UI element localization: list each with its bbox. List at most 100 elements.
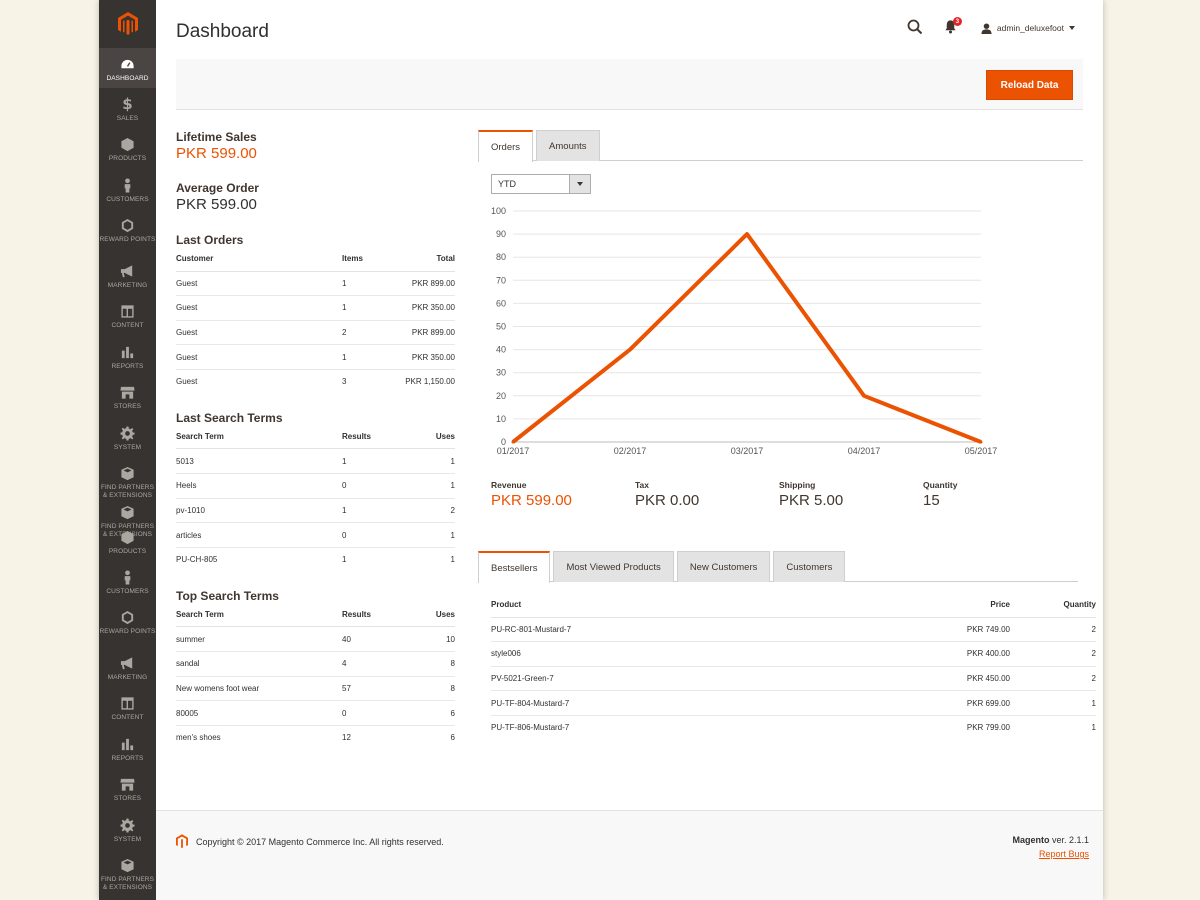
lifetime-sales-label: Lifetime Sales	[176, 130, 257, 144]
table-cell: 1	[1010, 690, 1096, 716]
table-row[interactable]: men's shoes 12 6	[176, 725, 455, 750]
sidebar-item-content[interactable]: Content	[99, 687, 156, 727]
table-row[interactable]: PU-TF-806-Mustard-7 PKR 799.00 1	[491, 715, 1096, 740]
table-cell: pv-1010	[176, 498, 342, 524]
table-cell: 2	[1010, 641, 1096, 667]
table-row[interactable]: 80005 0 6	[176, 700, 455, 726]
gear-icon	[120, 818, 135, 833]
sidebar-item-stores[interactable]: Stores	[99, 376, 156, 416]
header-actions: 3 admin_deluxefoot	[907, 17, 1075, 37]
tab-orders[interactable]: Orders	[478, 130, 534, 162]
table-row[interactable]: Heels 0 1	[176, 473, 455, 499]
table-row[interactable]: 5013 1 1	[176, 448, 455, 475]
table-row[interactable]: Guest 1 PKR 350.00	[176, 295, 455, 321]
table-row[interactable]: PU-TF-804-Mustard-7 PKR 699.00 1	[491, 690, 1096, 716]
sidebar-item-system[interactable]: System	[99, 417, 156, 457]
table-cell: PU-TF-804-Mustard-7	[491, 690, 910, 716]
bestsellers-table: Product Price Quantity PU-RC-801-Mustard…	[491, 598, 1096, 740]
last-search-terms-title: Last Search Terms	[176, 410, 283, 425]
table-cell: 8	[392, 651, 455, 677]
table-cell: Guest	[176, 320, 342, 346]
total-tax: Tax PKR 0.00	[635, 480, 779, 509]
sidebar-item-find-partners-extensions[interactable]: Find Partners & Extensions	[99, 849, 156, 891]
dashboard-right-column: Orders Amounts YTD 0 10 20 30 40 50 60 70 80 90 10…	[478, 130, 1096, 732]
sidebar-item-products[interactable]: Products	[99, 128, 156, 168]
table-row[interactable]: PV-5021-Green-7 PKR 450.00 2	[491, 666, 1096, 692]
sidebar-item-customers[interactable]: Customers	[99, 561, 156, 601]
sidebar-item-stores[interactable]: Stores	[99, 768, 156, 808]
table-cell: PKR 899.00	[392, 271, 455, 297]
total-label: Shipping	[779, 480, 816, 490]
report-bugs-link[interactable]: Report Bugs	[1038, 849, 1089, 859]
table-cell: articles	[176, 522, 342, 548]
sidebar-item-reports[interactable]: Reports	[99, 336, 156, 376]
user-icon	[981, 22, 992, 34]
sidebar-item-products[interactable]: Products	[99, 521, 156, 561]
reload-data-button[interactable]: Reload Data	[986, 70, 1073, 100]
table-row[interactable]: articles 0 1	[176, 522, 455, 548]
table-row[interactable]: Guest 1 PKR 350.00	[176, 344, 455, 370]
average-order: Average Order PKR 599.00	[176, 181, 455, 213]
sidebar-item-content[interactable]: Content	[99, 295, 156, 335]
total-value: PKR 599.00	[491, 492, 572, 509]
y-tick-label: 10	[496, 414, 506, 424]
tab-bestsellers[interactable]: Bestsellers	[478, 551, 551, 583]
table-row[interactable]: Guest 3 PKR 1,150.00	[176, 369, 455, 394]
sidebar-item-marketing[interactable]: Marketing	[99, 255, 156, 295]
tab-most-viewed-products[interactable]: Most Viewed Products	[553, 551, 674, 582]
table-row[interactable]: style006 PKR 400.00 2	[491, 641, 1096, 667]
admin-user-menu[interactable]: admin_deluxefoot	[981, 22, 1075, 34]
table-cell: PKR 450.00	[910, 666, 1010, 692]
table-row[interactable]: pv-1010 1 2	[176, 498, 455, 524]
sidebar-item-reports[interactable]: Reports	[99, 728, 156, 768]
search-icon[interactable]	[907, 19, 925, 37]
notifications-bell-icon[interactable]: 3	[943, 17, 962, 37]
table-cell: 1	[342, 498, 392, 524]
table-row[interactable]: PU-CH-805 1 1	[176, 547, 455, 572]
magento-logo[interactable]	[99, 0, 156, 48]
period-select[interactable]: YTD	[491, 174, 591, 194]
sidebar-item-sales[interactable]: $ Sales	[99, 88, 156, 128]
hexagon-icon	[120, 610, 135, 625]
sidebar-item-label: Reward Points	[99, 236, 156, 243]
sidebar-item-label: Reward Points	[99, 628, 156, 635]
table-row[interactable]: PU-RC-801-Mustard-7 PKR 749.00 2	[491, 617, 1096, 643]
sidebar-item-system[interactable]: System	[99, 809, 156, 849]
table-cell: PKR 749.00	[910, 617, 1010, 643]
table-cell: 40	[342, 626, 392, 653]
sidebar-item-reward-points[interactable]: Reward Points	[99, 601, 156, 641]
sidebar-item-dashboard[interactable]: Dashboard	[99, 48, 156, 88]
total-label: Quantity	[923, 480, 958, 490]
table-row[interactable]: New womens foot wear 57 8	[176, 676, 455, 702]
table-cell: PKR 699.00	[910, 690, 1010, 716]
table-cell: 1	[342, 271, 392, 297]
table-row[interactable]: Guest 1 PKR 899.00	[176, 271, 455, 297]
column-header: Quantity	[1010, 598, 1096, 618]
table-cell: Guest	[176, 344, 342, 370]
column-header: Results	[342, 429, 392, 450]
sidebar-item-reward-points[interactable]: Reward Points	[99, 209, 156, 249]
table-cell: PV-5021-Green-7	[491, 666, 910, 692]
chevron-down-icon	[1069, 26, 1075, 30]
bar-chart-icon	[120, 345, 135, 360]
sidebar-item-label: Stores	[113, 403, 142, 410]
tab-amounts[interactable]: Amounts	[536, 130, 600, 161]
page-title: Dashboard	[176, 21, 269, 42]
hexagon-icon	[120, 218, 135, 233]
sidebar-item-find-partners-extensions[interactable]: Find Partners & Extensions	[99, 457, 156, 499]
cube-icon	[120, 530, 135, 545]
tab-customers[interactable]: Customers	[773, 551, 846, 582]
table-cell: 8	[392, 676, 455, 702]
column-header: Items	[342, 252, 392, 272]
table-cell: 2	[392, 498, 455, 524]
table-cell: 0	[342, 473, 392, 499]
table-cell: 1	[342, 295, 392, 321]
table-cell: Guest	[176, 377, 198, 387]
table-cell: 12	[342, 733, 351, 743]
tab-new-customers[interactable]: New Customers	[676, 551, 771, 582]
sidebar-item-customers[interactable]: Customers	[99, 169, 156, 209]
table-row[interactable]: summer 40 10	[176, 626, 455, 653]
table-row[interactable]: sandal 4 8	[176, 651, 455, 677]
table-row[interactable]: Guest 2 PKR 899.00	[176, 320, 455, 346]
sidebar-item-marketing[interactable]: Marketing	[99, 647, 156, 687]
